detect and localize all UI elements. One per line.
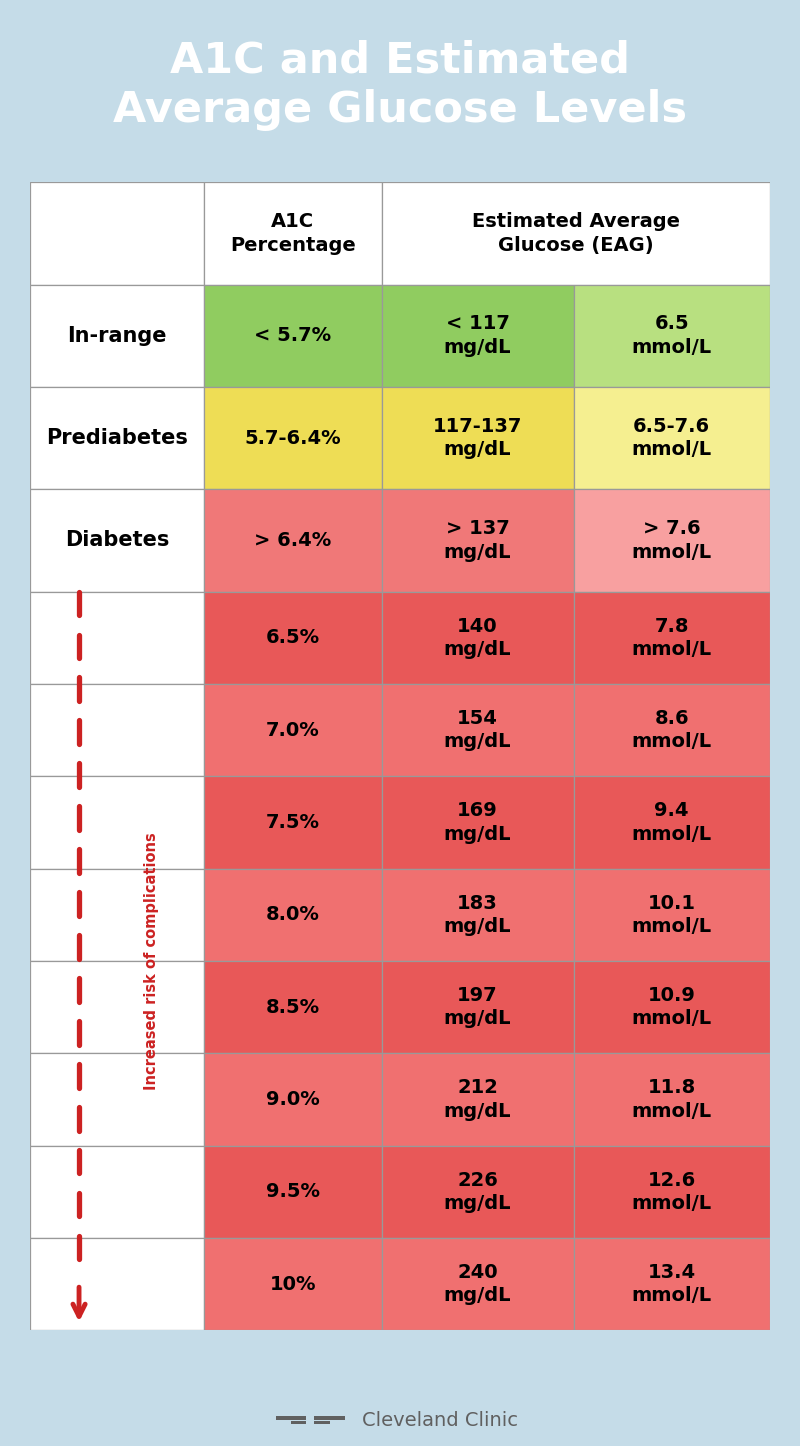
Bar — [30, 388, 204, 489]
Bar — [30, 684, 204, 777]
Bar — [30, 1238, 204, 1330]
Text: A1C and Estimated
Average Glucose Levels: A1C and Estimated Average Glucose Levels — [113, 39, 687, 132]
Bar — [204, 869, 382, 962]
Text: 8.6
mmol/L: 8.6 mmol/L — [631, 709, 712, 752]
Text: 6.5-7.6
mmol/L: 6.5-7.6 mmol/L — [631, 416, 712, 460]
Text: 154
mg/dL: 154 mg/dL — [444, 709, 511, 752]
Text: 212
mg/dL: 212 mg/dL — [444, 1079, 511, 1121]
Bar — [314, 1416, 345, 1420]
Text: 169
mg/dL: 169 mg/dL — [444, 801, 511, 843]
Text: 7.5%: 7.5% — [266, 813, 320, 831]
Bar — [382, 1238, 574, 1330]
Bar — [276, 1416, 306, 1420]
Text: 11.8
mmol/L: 11.8 mmol/L — [631, 1079, 712, 1121]
Bar — [204, 591, 382, 684]
Text: 7.0%: 7.0% — [266, 720, 320, 739]
Text: 117-137
mg/dL: 117-137 mg/dL — [433, 416, 522, 460]
Bar — [291, 1420, 306, 1424]
Bar — [382, 182, 770, 285]
Text: 13.4
mmol/L: 13.4 mmol/L — [631, 1262, 712, 1306]
Text: 226
mg/dL: 226 mg/dL — [444, 1171, 511, 1213]
Bar — [382, 684, 574, 777]
Bar — [30, 182, 204, 285]
Bar — [574, 388, 770, 489]
Text: 8.5%: 8.5% — [266, 998, 320, 1017]
Bar — [30, 869, 204, 962]
Bar — [382, 1053, 574, 1145]
Bar — [204, 1145, 382, 1238]
Bar — [204, 962, 382, 1053]
Bar — [382, 489, 574, 591]
Text: 197
mg/dL: 197 mg/dL — [444, 986, 511, 1028]
Text: A1C
Percentage: A1C Percentage — [230, 213, 356, 254]
Bar — [204, 388, 382, 489]
Text: > 7.6
mmol/L: > 7.6 mmol/L — [631, 519, 712, 561]
Bar — [574, 1238, 770, 1330]
Bar — [204, 684, 382, 777]
Text: 9.4
mmol/L: 9.4 mmol/L — [631, 801, 712, 843]
Text: 140
mg/dL: 140 mg/dL — [444, 616, 511, 659]
Bar — [382, 591, 574, 684]
Bar — [204, 182, 382, 285]
Text: 6.5
mmol/L: 6.5 mmol/L — [631, 314, 712, 357]
Bar — [574, 777, 770, 869]
Bar — [204, 285, 382, 388]
Bar — [574, 869, 770, 962]
Bar — [382, 388, 574, 489]
Bar — [30, 962, 204, 1053]
Text: 10.9
mmol/L: 10.9 mmol/L — [631, 986, 712, 1028]
Bar — [382, 962, 574, 1053]
Text: Estimated Average
Glucose (EAG): Estimated Average Glucose (EAG) — [471, 213, 679, 254]
Text: 7.8
mmol/L: 7.8 mmol/L — [631, 616, 712, 659]
Text: 9.5%: 9.5% — [266, 1183, 320, 1202]
Text: 183
mg/dL: 183 mg/dL — [444, 894, 511, 936]
Bar — [314, 1420, 330, 1424]
Text: < 117
mg/dL: < 117 mg/dL — [444, 314, 511, 357]
Bar — [382, 777, 574, 869]
Text: Diabetes: Diabetes — [65, 531, 170, 551]
Text: Prediabetes: Prediabetes — [46, 428, 188, 448]
Bar — [574, 1053, 770, 1145]
Bar — [574, 489, 770, 591]
Bar — [204, 489, 382, 591]
Text: 240
mg/dL: 240 mg/dL — [444, 1262, 511, 1306]
Text: 5.7-6.4%: 5.7-6.4% — [245, 428, 341, 448]
Bar — [574, 285, 770, 388]
Bar — [204, 1238, 382, 1330]
Bar — [30, 1053, 204, 1145]
Bar — [574, 684, 770, 777]
Text: > 6.4%: > 6.4% — [254, 531, 331, 549]
Text: Increased risk of complications: Increased risk of complications — [145, 831, 159, 1090]
Bar — [30, 591, 204, 684]
Bar — [30, 285, 204, 388]
Text: Cleveland Clinic: Cleveland Clinic — [362, 1411, 518, 1430]
Text: < 5.7%: < 5.7% — [254, 327, 331, 346]
Bar — [382, 1145, 574, 1238]
Bar — [382, 285, 574, 388]
Text: > 137
mg/dL: > 137 mg/dL — [444, 519, 511, 561]
Bar — [574, 591, 770, 684]
Bar — [382, 869, 574, 962]
Text: 9.0%: 9.0% — [266, 1090, 320, 1109]
Bar — [204, 1053, 382, 1145]
Bar — [574, 1145, 770, 1238]
Bar — [204, 777, 382, 869]
Bar — [30, 1145, 204, 1238]
Text: 12.6
mmol/L: 12.6 mmol/L — [631, 1171, 712, 1213]
Text: 8.0%: 8.0% — [266, 905, 320, 924]
Bar — [30, 489, 204, 591]
Bar — [574, 962, 770, 1053]
Text: 10%: 10% — [270, 1275, 316, 1294]
Text: In-range: In-range — [67, 325, 167, 346]
Text: 6.5%: 6.5% — [266, 628, 320, 648]
Text: 10.1
mmol/L: 10.1 mmol/L — [631, 894, 712, 936]
Bar — [30, 777, 204, 869]
